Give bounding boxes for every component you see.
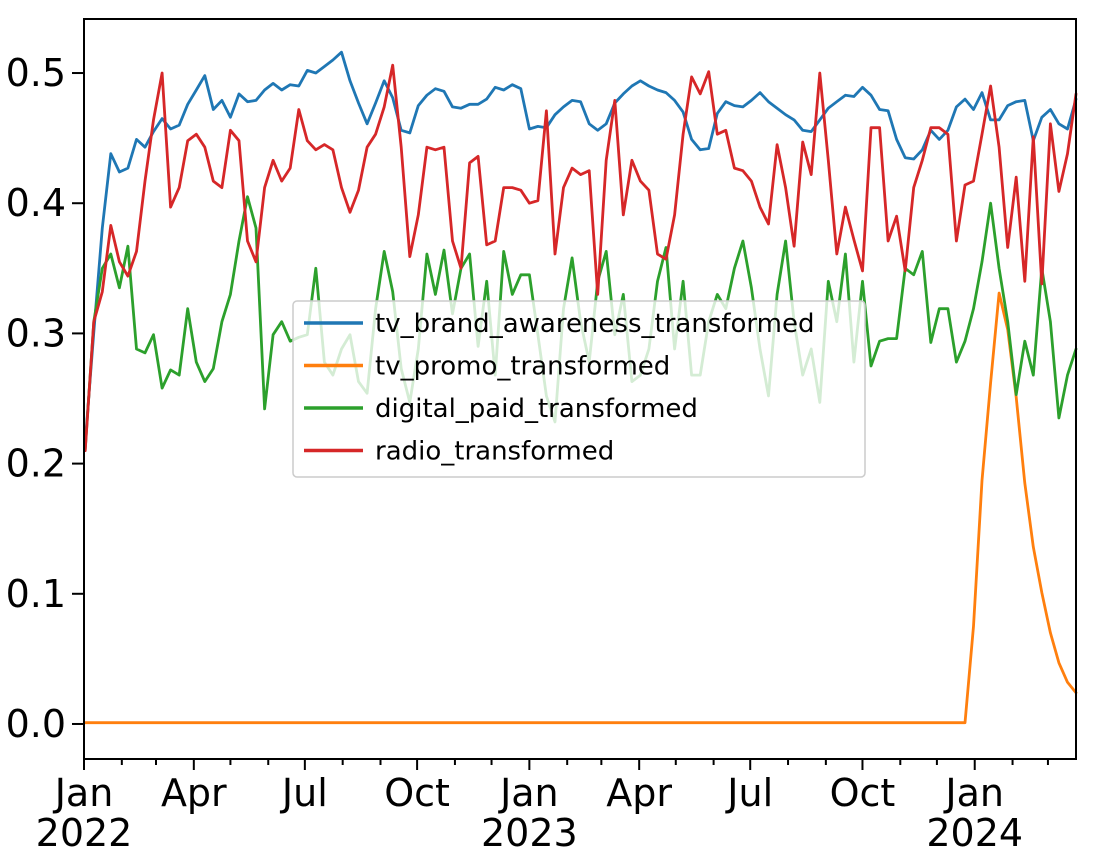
x-axis-month-label: Jan: [498, 771, 559, 815]
legend-frame: [292, 300, 866, 478]
x-axis-month-label: Jan: [943, 771, 1004, 815]
x-axis-month-label: Oct: [384, 771, 450, 815]
x-axis-month-label: Jul: [280, 771, 328, 815]
legend-label-digital_paid_transformed: digital_paid_transformed: [375, 394, 698, 424]
y-axis-tick-label: 0.3: [6, 311, 66, 355]
x-axis-month-label: Jul: [725, 771, 773, 815]
x-axis-month-label: Apr: [161, 771, 227, 815]
y-axis-tick-label: 0.1: [6, 572, 66, 616]
y-axis-tick-label: 0.4: [6, 181, 66, 225]
x-axis-month-label: Apr: [606, 771, 672, 815]
legend-item-tv_brand_awareness_transformed: tv_brand_awareness_transformed: [304, 309, 814, 339]
legend-item-tv_promo_transformed: tv_promo_transformed: [304, 352, 670, 382]
legend: tv_brand_awareness_transformed tv_promo_t…: [292, 300, 866, 478]
y-axis-tick-label: 0.2: [6, 442, 66, 486]
series-line-radio_transformed: [83, 63, 1078, 453]
x-axis-year-label: 2023: [481, 811, 578, 855]
x-axis-year-label: 2024: [926, 811, 1023, 855]
legend-label-tv_promo_transformed: tv_promo_transformed: [375, 352, 670, 382]
legend-item-radio_transformed: radio_transformed: [304, 437, 614, 467]
series-line-tv_brand_awareness_transformed: [83, 50, 1078, 445]
axes-spines: [83, 18, 1077, 760]
legend-label-radio_transformed: radio_transformed: [375, 437, 614, 467]
y-axis-tick-label: 0.5: [6, 51, 66, 95]
legend-item-digital_paid_transformed: digital_paid_transformed: [304, 394, 698, 424]
x-axis-month-label: Jan: [53, 771, 114, 815]
series-line-tv_promo_transformed: [83, 291, 1078, 725]
x-axis-month-label: Oct: [830, 771, 896, 815]
x-axis-year-label: 2022: [36, 811, 133, 855]
legend-label-tv_brand_awareness_transformed: tv_brand_awareness_transformed: [375, 309, 814, 339]
y-axis-tick-label: 0.0: [6, 702, 66, 746]
